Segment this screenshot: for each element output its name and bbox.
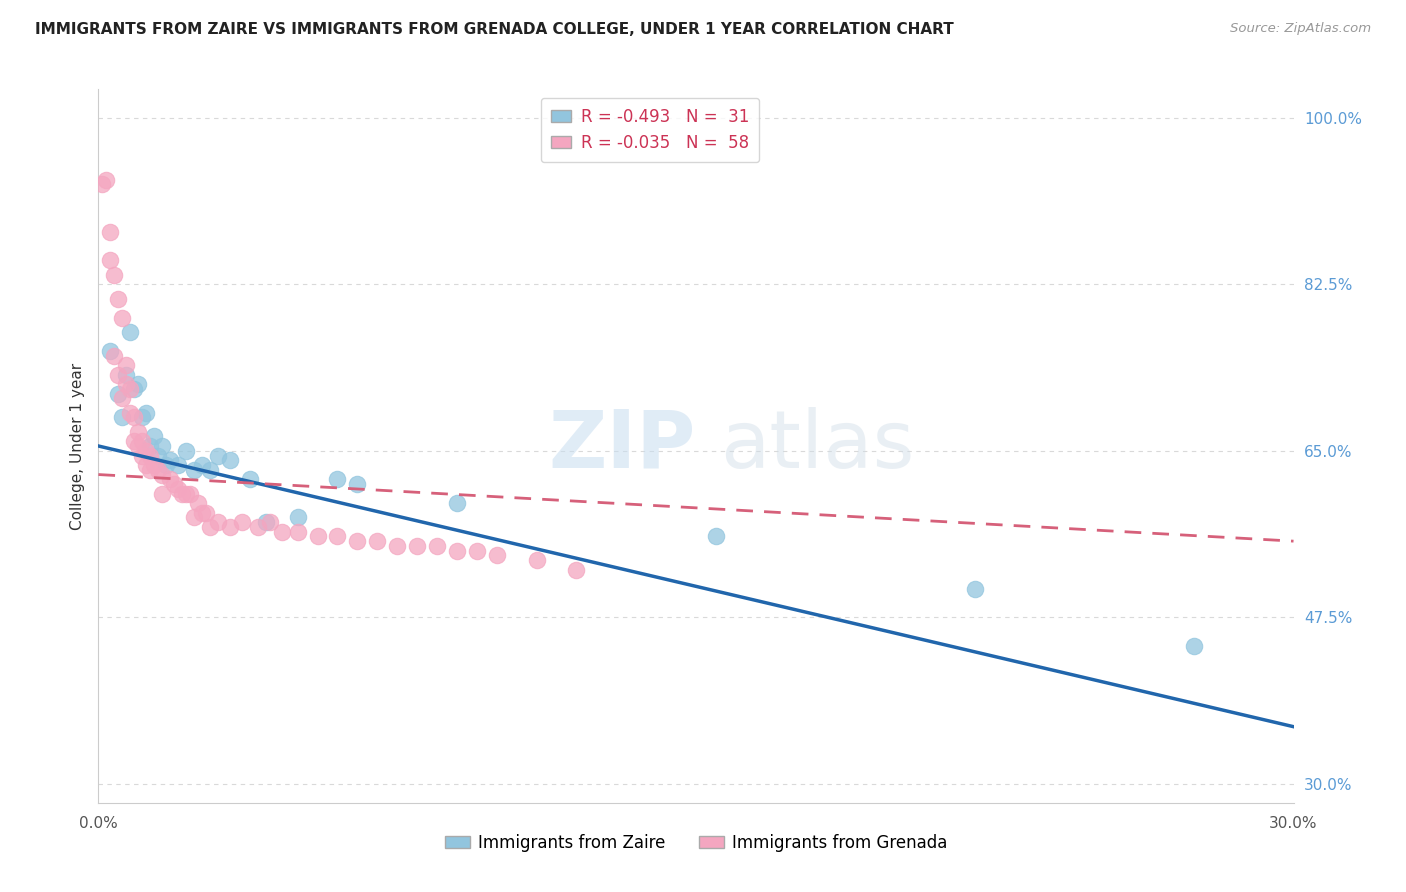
Point [207,515,229,529]
Point [174,443,197,458]
Point [167,458,190,472]
Point [98,253,122,268]
Point [207,449,229,463]
Point [198,520,221,534]
Point [159,472,181,486]
Point [131,449,153,463]
Point [246,520,269,534]
Point [135,458,157,472]
Point [287,524,309,539]
Point [426,539,449,553]
Point [565,563,588,577]
Point [183,510,205,524]
Point [526,553,548,567]
Point [148,463,170,477]
Point [231,515,253,529]
Point [159,453,181,467]
Point [346,534,368,549]
Point [124,410,146,425]
Point [107,368,129,382]
Point [366,534,388,549]
Point [143,429,166,443]
Point [148,449,170,463]
Point [259,515,281,529]
Point [219,453,242,467]
Point [120,325,142,339]
Point [174,486,197,500]
Point [1182,639,1205,653]
Point [103,268,125,282]
Point [446,543,468,558]
Point [115,377,138,392]
Point [120,406,142,420]
Point [150,486,173,500]
Point [155,458,177,472]
Point [219,520,242,534]
Point [385,539,409,553]
Text: IMMIGRANTS FROM ZAIRE VS IMMIGRANTS FROM GRENADA COLLEGE, UNDER 1 YEAR CORRELATI: IMMIGRANTS FROM ZAIRE VS IMMIGRANTS FROM… [35,22,953,37]
Point [91,178,114,192]
Point [124,434,146,449]
Point [135,406,157,420]
Point [191,506,214,520]
Point [150,467,173,482]
Point [963,582,986,596]
Point [124,382,146,396]
Point [183,463,205,477]
Point [111,410,134,425]
Point [195,506,218,520]
Point [287,510,309,524]
Point [127,439,149,453]
Point [127,377,149,392]
Y-axis label: College, Under 1 year: College, Under 1 year [69,362,84,530]
Text: atlas: atlas [720,407,914,485]
Point [107,292,129,306]
Text: Source: ZipAtlas.com: Source: ZipAtlas.com [1230,22,1371,36]
Point [167,482,190,496]
Point [179,486,201,500]
Point [307,529,329,543]
Point [111,310,134,325]
Point [143,458,166,472]
Point [139,439,162,453]
Point [485,549,508,563]
Point [172,486,194,500]
Point [163,477,186,491]
Point [139,463,162,477]
Point [198,463,221,477]
Legend: Immigrants from Zaire, Immigrants from Grenada: Immigrants from Zaire, Immigrants from G… [437,828,955,859]
Text: ZIP: ZIP [548,407,696,485]
Point [115,368,138,382]
Point [120,382,142,396]
Point [270,524,292,539]
Point [446,496,468,510]
Point [406,539,429,553]
Point [115,358,138,372]
Point [346,477,368,491]
Point [98,343,122,358]
Point [103,349,125,363]
Point [187,496,209,510]
Point [111,392,134,406]
Point [96,172,118,186]
Point [326,529,349,543]
Point [135,443,157,458]
Point [131,410,153,425]
Point [131,434,153,449]
Point [704,529,727,543]
Point [98,225,122,239]
Point [254,515,277,529]
Point [326,472,349,486]
Point [191,458,214,472]
Point [150,439,173,453]
Point [465,543,488,558]
Point [239,472,262,486]
Point [127,425,149,439]
Point [139,449,162,463]
Point [107,386,129,401]
